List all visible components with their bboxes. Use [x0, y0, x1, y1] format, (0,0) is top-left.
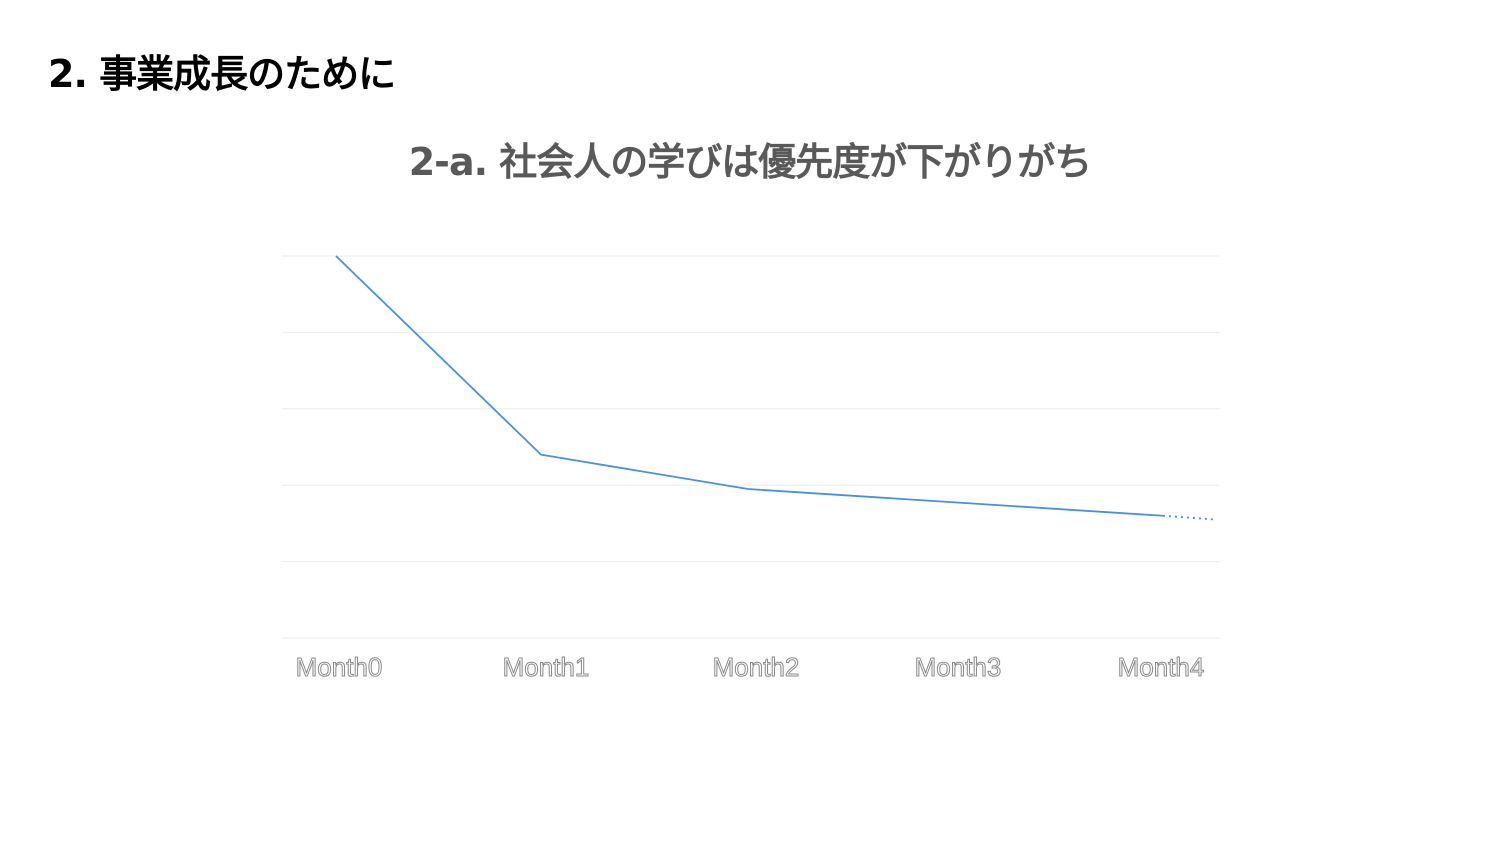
- gridlines: [282, 255, 1220, 639]
- series-forecast-line: [1162, 514, 1217, 521]
- x-tick-label: Month1: [503, 652, 590, 682]
- x-tick-label: Month0: [296, 652, 383, 682]
- slide-title: 2. 事業成長のために: [48, 52, 396, 96]
- x-axis-tick-labels: Month0 Month1 Month2 Month3 Month4: [295, 652, 1205, 683]
- x-tick-label: Month2: [713, 652, 800, 682]
- series-group: [335, 255, 1217, 521]
- series-line: [335, 255, 1164, 517]
- x-tick-label: Month4: [1118, 652, 1205, 682]
- chart-title: 2-a. 社会人の学びは優先度が下がりがち: [408, 140, 1093, 184]
- x-tick-label: Month3: [915, 652, 1002, 682]
